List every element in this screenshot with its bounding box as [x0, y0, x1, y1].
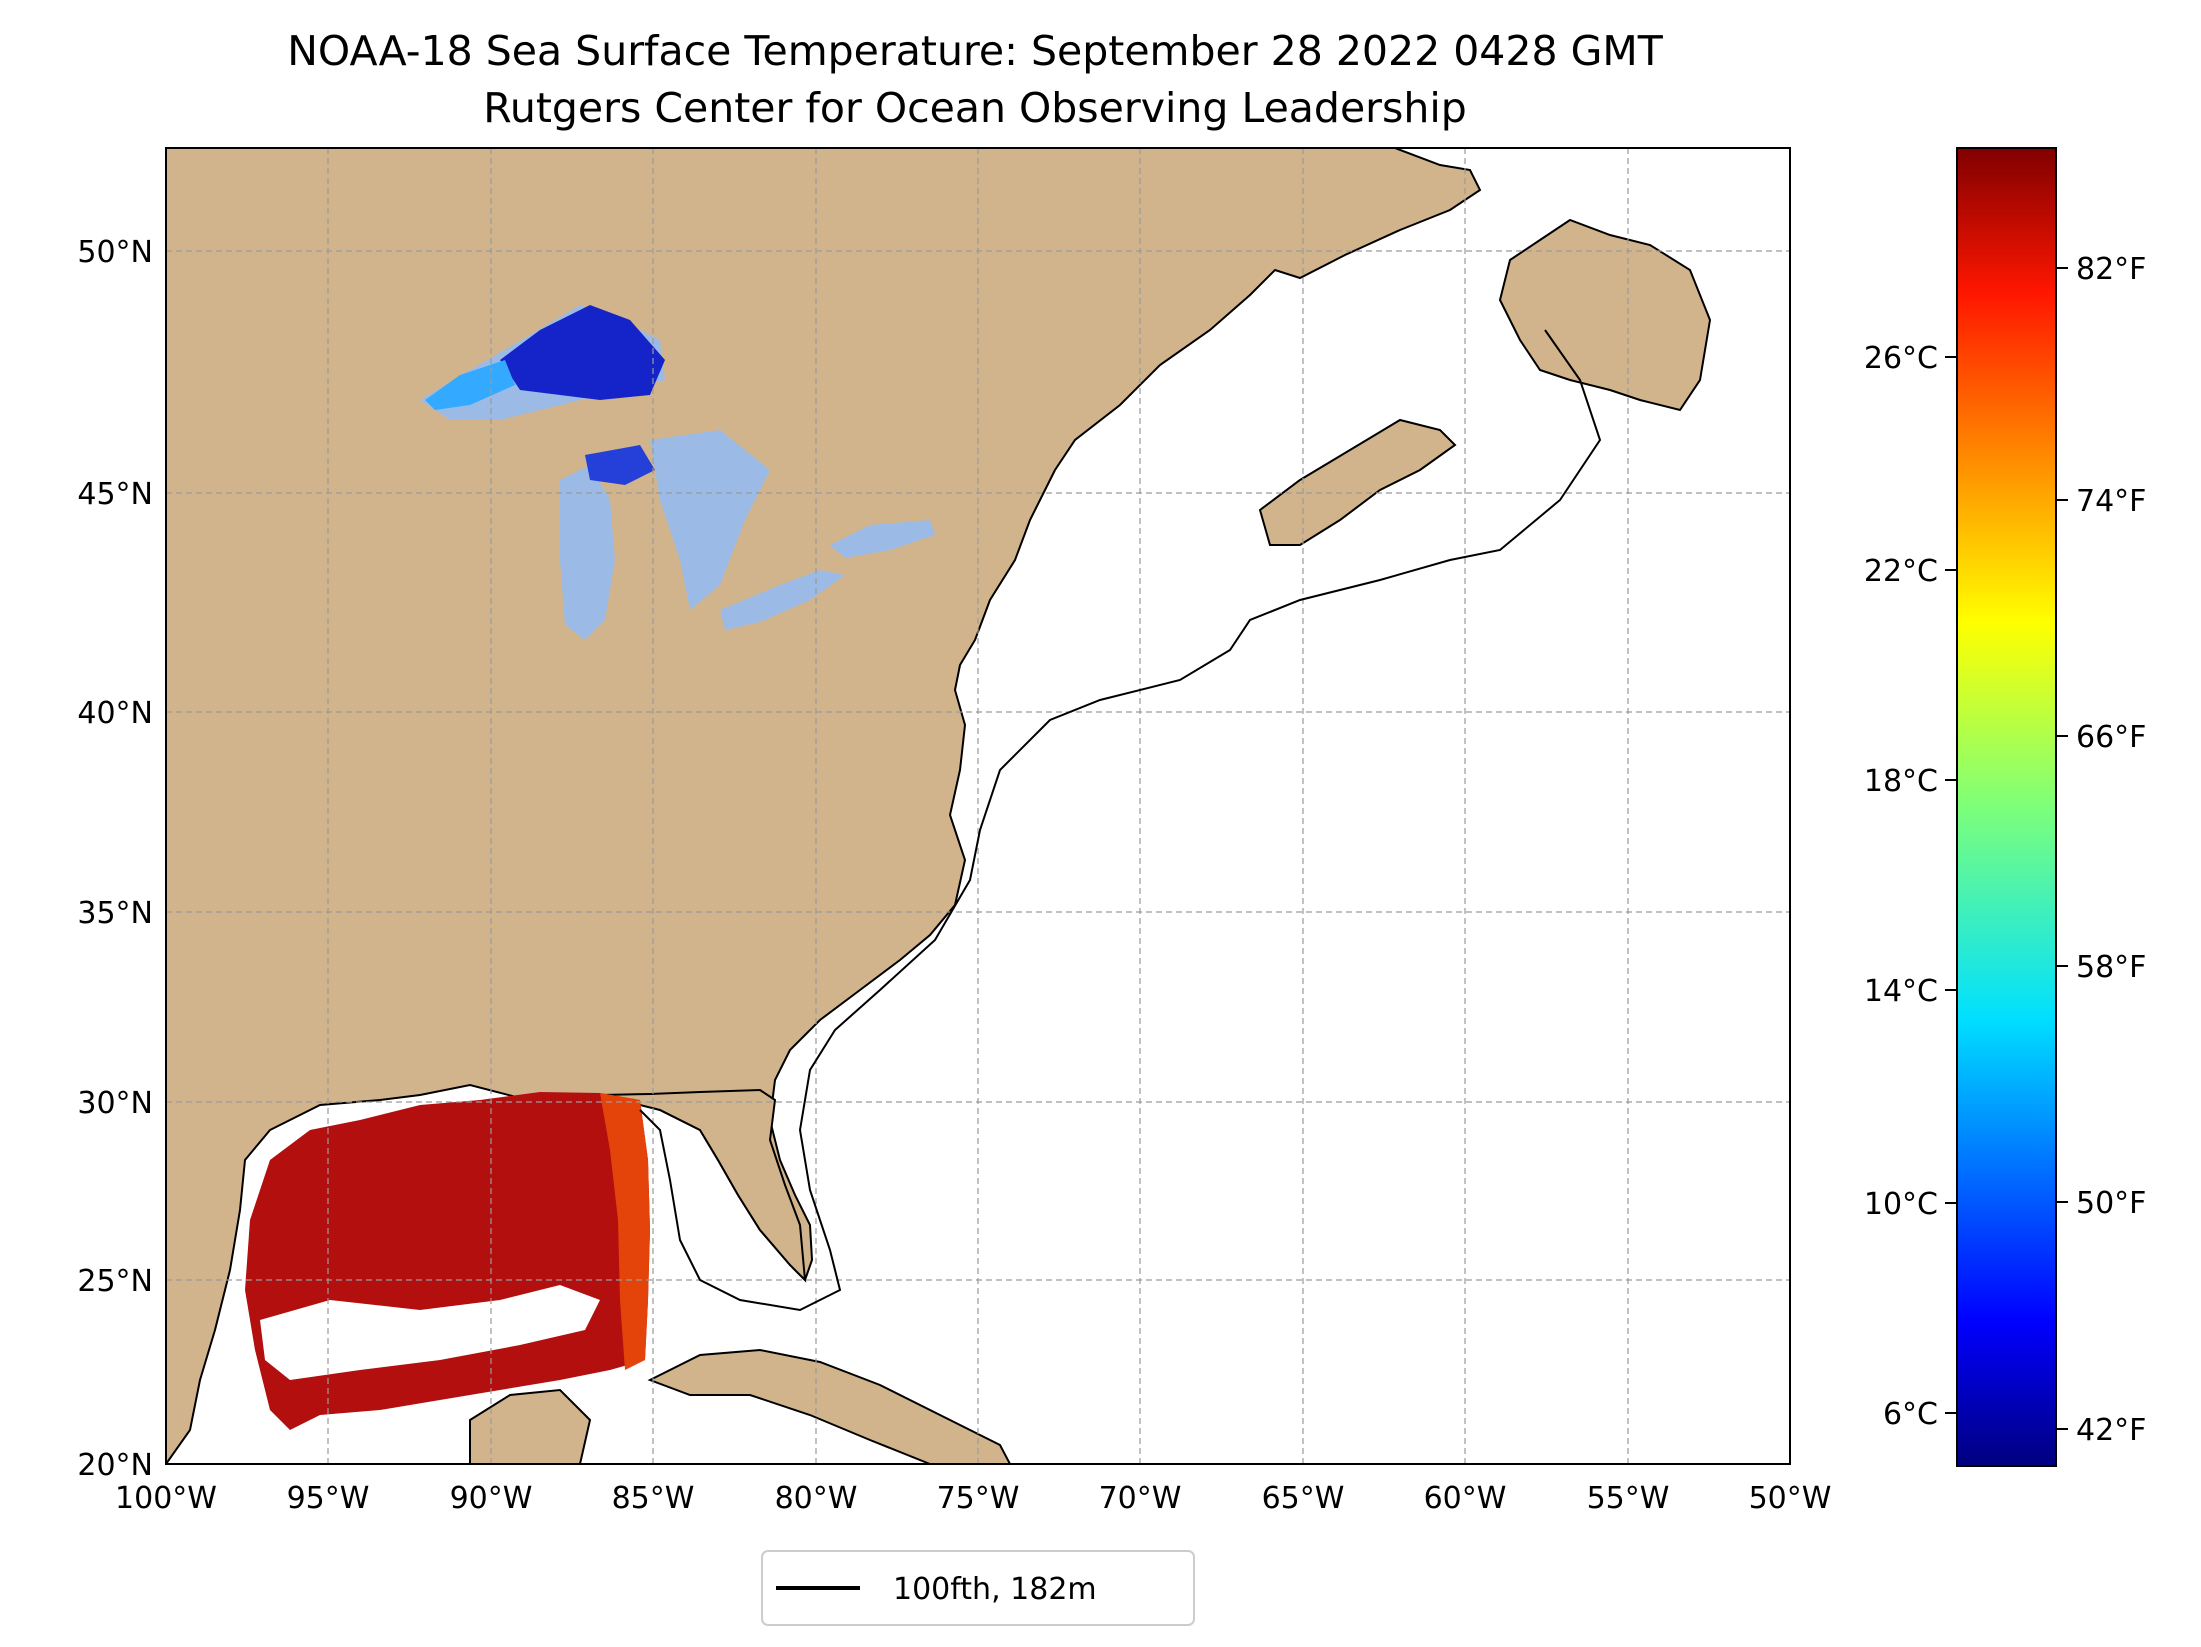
- colorbar-c-18: 18°C: [1864, 764, 1938, 799]
- lake-ontario: [830, 520, 935, 558]
- lat-tick-40n: 40°N: [77, 696, 153, 731]
- isobath-100fth: [639, 329, 1602, 1312]
- lon-tick-80w: 80°W: [775, 1481, 858, 1516]
- colorbar-fahrenheit-ticks: [2056, 267, 2068, 1430]
- lat-tick-35n: 35°N: [77, 896, 153, 931]
- lon-tick-55w: 55°W: [1587, 1481, 1670, 1516]
- title-line-2: Rutgers Center for Ocean Observing Leade…: [483, 84, 1467, 132]
- colorbar-f-58: 58°F: [2076, 950, 2146, 985]
- land-newfoundland: [1498, 218, 1712, 412]
- lat-tick-50n: 50°N: [77, 235, 153, 270]
- colorbar-f-50: 50°F: [2076, 1186, 2146, 1221]
- lon-tick-95w: 95°W: [287, 1481, 370, 1516]
- map-panel: [166, 148, 1790, 1464]
- lat-tick-30n: 30°N: [77, 1086, 153, 1121]
- map-gridlines: [166, 148, 1790, 1464]
- colorbar-c-10: 10°C: [1864, 1187, 1938, 1222]
- land-nova-scotia: [1258, 418, 1457, 546]
- lon-tick-50w: 50°W: [1749, 1481, 1832, 1516]
- colorbar-f-66: 66°F: [2076, 720, 2146, 755]
- legend: 100fth, 182m: [761, 1550, 1195, 1626]
- sst-lake-superior-west: [425, 360, 515, 410]
- lake-erie: [720, 570, 845, 630]
- lon-tick-60w: 60°W: [1424, 1481, 1507, 1516]
- sst-gulf-east-edge: [600, 1093, 650, 1370]
- lat-tick-20n: 20°N: [77, 1448, 153, 1483]
- lake-michigan: [560, 465, 615, 640]
- colorbar-c-6: 6°C: [1883, 1397, 1938, 1432]
- lon-tick-75w: 75°W: [937, 1481, 1020, 1516]
- lon-tick-100w: 100°W: [115, 1481, 217, 1516]
- colorbar-f-74: 74°F: [2076, 484, 2146, 519]
- colorbar-celsius-ticks: [1945, 356, 1957, 1414]
- colorbar-f-82: 82°F: [2076, 252, 2146, 287]
- lat-tick-45n: 45°N: [77, 477, 153, 512]
- land-cuba: [647, 1348, 1012, 1464]
- sst-lake-michigan: [585, 445, 655, 485]
- colorbar-c-14: 14°C: [1864, 974, 1938, 1009]
- legend-box: [761, 1550, 1195, 1626]
- lon-tick-70w: 70°W: [1099, 1481, 1182, 1516]
- land-north-america: [166, 148, 1482, 1464]
- legend-label: 100fth, 182m: [893, 1572, 1097, 1607]
- land-yucatan: [469, 1388, 592, 1464]
- lon-tick-90w: 90°W: [450, 1481, 533, 1516]
- colorbar-c-26: 26°C: [1864, 341, 1938, 376]
- lon-tick-85w: 85°W: [612, 1481, 695, 1516]
- sst-lake-superior: [500, 305, 665, 400]
- title-line-1: NOAA-18 Sea Surface Temperature: Septemb…: [287, 27, 1663, 75]
- colorbar-f-42: 42°F: [2076, 1413, 2146, 1448]
- colorbar-c-22: 22°C: [1864, 554, 1938, 589]
- colorbar: [1956, 147, 2057, 1467]
- map-frame: [165, 147, 1791, 1465]
- land-florida: [599, 1088, 807, 1283]
- lake-huron: [650, 430, 770, 610]
- sst-gulf-cloud-gap: [260, 1285, 600, 1380]
- lat-tick-25n: 25°N: [77, 1264, 153, 1299]
- lon-tick-65w: 65°W: [1262, 1481, 1345, 1516]
